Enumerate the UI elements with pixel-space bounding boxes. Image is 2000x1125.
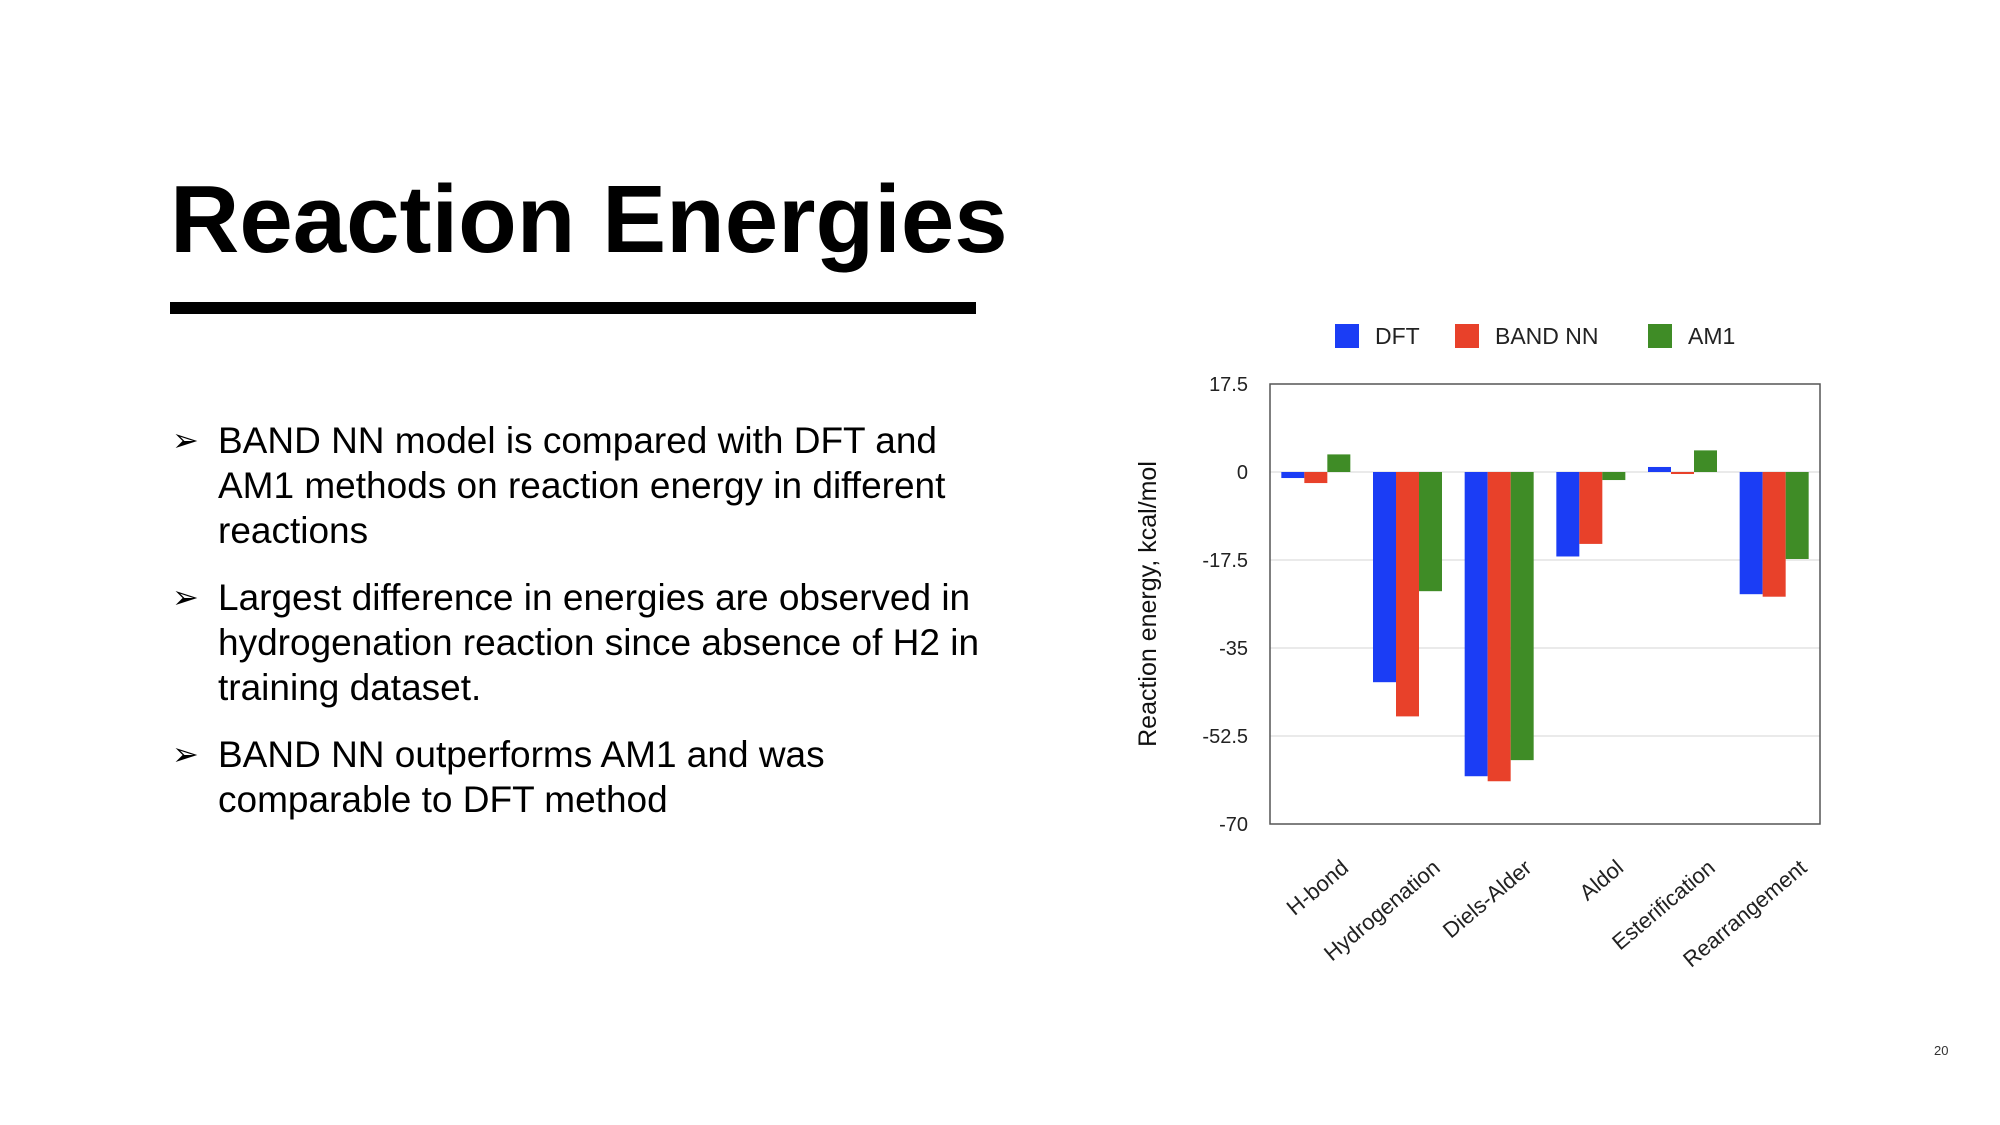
bullet-item: ➢ BAND NN model is compared with DFT and…: [170, 418, 1010, 553]
bullet-text: BAND NN outperforms AM1 and was comparab…: [218, 734, 825, 820]
bar: [1579, 472, 1603, 544]
bar: [1510, 472, 1534, 761]
page-number: 20: [1934, 1043, 1949, 1058]
bar: [1464, 472, 1488, 777]
bar: [1304, 472, 1328, 484]
bar: [1739, 472, 1763, 595]
reaction-energy-chart: 17.5 0 -17.5 -35 -52.5 -70 H-bond Hydrogenation…: [1100, 300, 1980, 1000]
bar: [1762, 472, 1786, 597]
bar: [1487, 472, 1511, 782]
bar: [1671, 472, 1694, 475]
bar: [1556, 472, 1580, 557]
legend-label: DFT: [1375, 323, 1420, 349]
arrow-bullet-icon: ➢: [172, 736, 199, 772]
plot-frame: [1269, 383, 1821, 825]
bar: [1419, 472, 1442, 592]
bar: [1373, 472, 1396, 683]
legend-swatch: [1335, 324, 1359, 348]
bar-chart-svg: 17.50-17.5-35-52.5-70H-bondHydrogenation…: [1134, 323, 1821, 972]
bar: [1648, 466, 1671, 472]
y-tick-label: -35: [1219, 638, 1248, 660]
bullet-item: ➢ Largest difference in energies are obs…: [170, 575, 1010, 710]
bar: [1785, 472, 1809, 559]
slide-title: Reaction Energies: [170, 166, 1008, 273]
legend-swatch: [1648, 324, 1672, 348]
legend-swatch: [1455, 324, 1479, 348]
bar: [1396, 472, 1419, 717]
y-axis-title: Reaction energy, kcal/mol: [1134, 461, 1162, 747]
legend-label: BAND NN: [1495, 323, 1599, 349]
title-underline: [170, 302, 976, 314]
bar: [1327, 454, 1351, 472]
arrow-bullet-icon: ➢: [172, 422, 199, 458]
bullet-text: BAND NN model is compared with DFT and A…: [218, 420, 946, 551]
bullet-list: ➢ BAND NN model is compared with DFT and…: [170, 418, 1010, 844]
x-tick-label: H-bond: [1282, 855, 1353, 921]
bullet-item: ➢ BAND NN outperforms AM1 and was compar…: [170, 732, 1010, 822]
bar: [1281, 472, 1305, 479]
y-tick-label: -70: [1219, 814, 1248, 836]
y-tick-label: 0: [1237, 462, 1248, 484]
bar: [1694, 450, 1717, 472]
x-tick-label: Aldol: [1575, 855, 1629, 906]
y-tick-label: 17.5: [1209, 374, 1248, 396]
bar: [1602, 472, 1626, 481]
legend-label: AM1: [1688, 323, 1735, 349]
y-tick-label: -17.5: [1202, 550, 1248, 572]
bullet-text: Largest difference in energies are obser…: [218, 577, 980, 708]
arrow-bullet-icon: ➢: [172, 579, 199, 615]
x-tick-label: Diels-Alder: [1438, 855, 1536, 943]
y-tick-label: -52.5: [1202, 726, 1248, 748]
